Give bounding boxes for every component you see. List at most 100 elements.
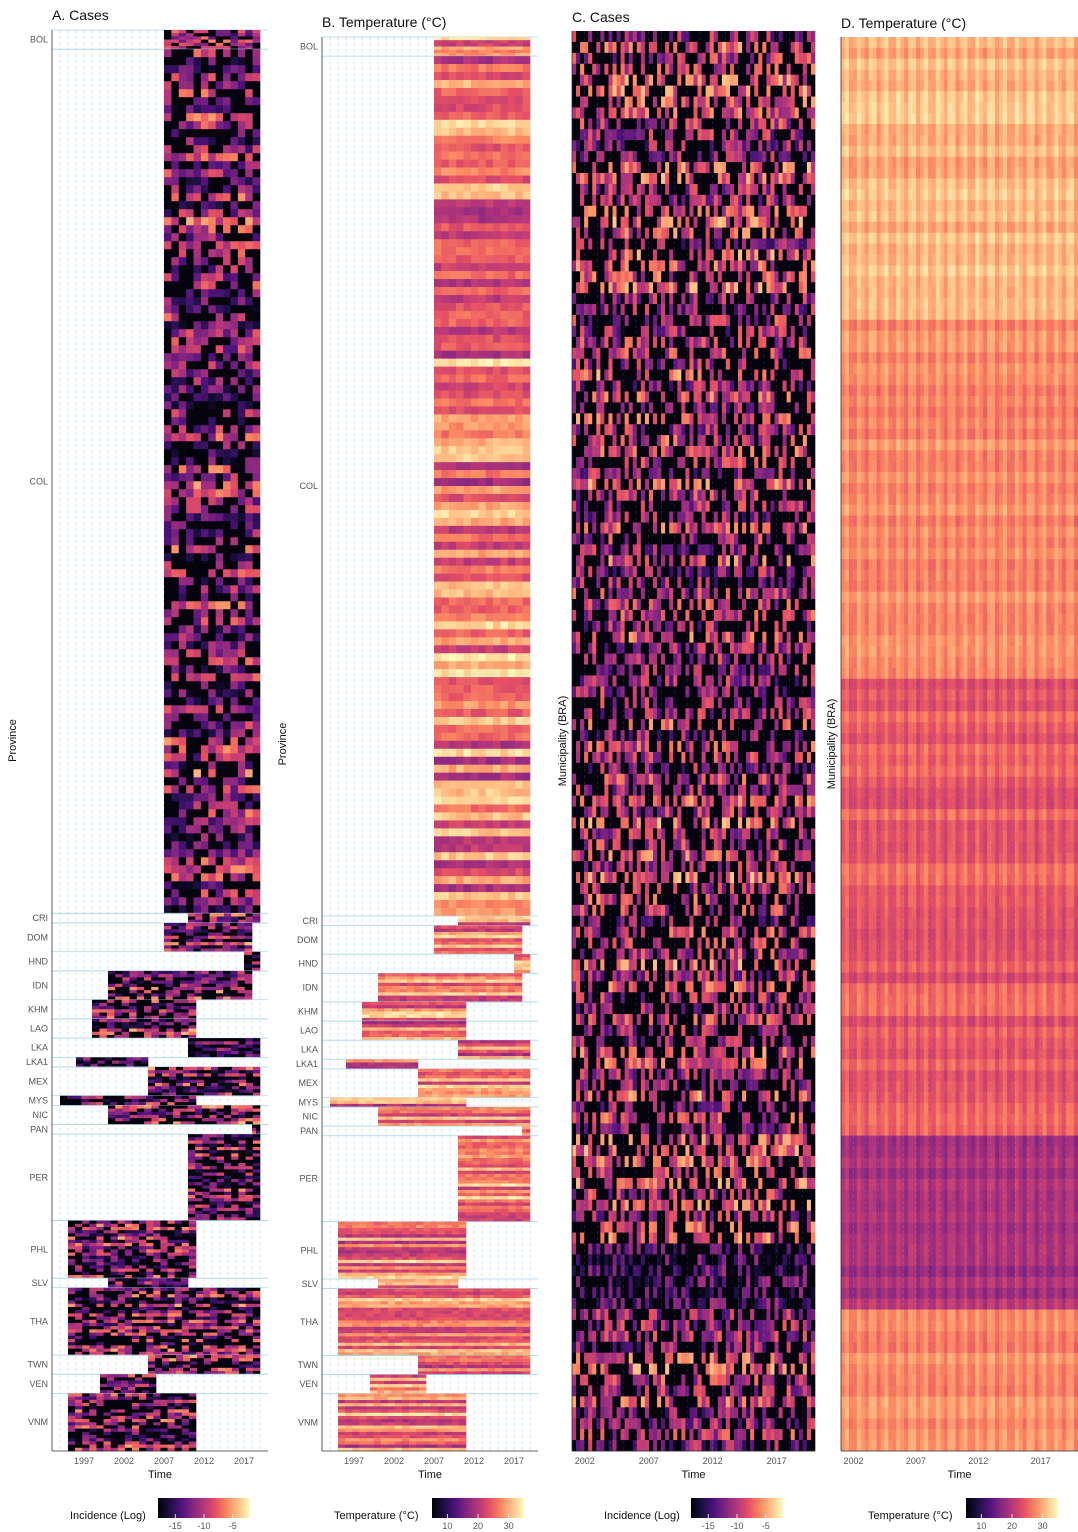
heat-cell xyxy=(164,942,172,946)
heat-cell xyxy=(186,945,194,949)
heat-cell xyxy=(215,942,223,946)
heat-cell xyxy=(237,933,245,937)
heat-cell xyxy=(179,857,187,865)
heat-cell xyxy=(164,209,172,217)
heat-cell xyxy=(216,897,224,905)
heat-cell xyxy=(194,297,202,305)
heat-cell xyxy=(230,881,238,889)
heat-cell xyxy=(230,361,238,369)
heat-cell xyxy=(208,729,216,737)
heat-cell xyxy=(208,417,216,425)
heat-cell xyxy=(201,697,209,705)
heat-cell xyxy=(164,881,172,889)
heat-cell xyxy=(230,933,238,937)
heat-cell xyxy=(194,473,202,481)
heat-cell xyxy=(194,841,202,849)
heat-cell xyxy=(171,537,179,545)
heat-cell xyxy=(238,361,246,369)
heat-cell xyxy=(208,305,216,313)
heat-cell xyxy=(253,881,261,889)
heat-cell xyxy=(186,793,194,801)
heat-cell xyxy=(201,713,209,721)
heat-cell xyxy=(238,889,246,897)
heat-cell xyxy=(171,377,179,385)
heat-cell xyxy=(230,201,238,209)
heat-cell xyxy=(253,185,261,193)
heat-cell xyxy=(223,145,231,153)
heat-cell xyxy=(179,89,187,97)
heat-cell xyxy=(186,513,194,521)
heat-cell xyxy=(201,43,209,47)
heat-cell xyxy=(171,33,179,37)
heat-cell xyxy=(186,36,194,40)
heat-cell xyxy=(245,233,253,241)
heat-cell xyxy=(245,753,253,761)
heat-cell xyxy=(216,657,224,665)
heat-cell xyxy=(230,217,238,225)
heat-cell xyxy=(223,889,231,897)
heat-cell xyxy=(186,689,194,697)
heat-cell xyxy=(216,729,224,737)
heat-cell xyxy=(253,713,261,721)
heat-cell xyxy=(201,241,209,249)
heat-cell xyxy=(217,917,225,921)
heat-cell xyxy=(179,425,187,433)
heat-cell xyxy=(164,105,172,113)
heat-cell xyxy=(201,817,209,825)
heat-cell xyxy=(201,161,209,169)
heat-cell xyxy=(164,593,172,601)
heat-cell xyxy=(194,601,202,609)
heat-cell xyxy=(208,40,216,44)
heat-cell xyxy=(253,281,261,289)
heat-cell xyxy=(186,241,194,249)
heat-cell xyxy=(244,952,252,956)
heat-cell xyxy=(171,761,179,769)
heat-cell xyxy=(230,841,238,849)
heat-cell xyxy=(208,281,216,289)
heat-cell xyxy=(253,113,261,121)
heat-cell xyxy=(208,225,216,233)
heat-cell xyxy=(179,745,187,753)
heat-cell xyxy=(186,777,194,785)
heat-cell xyxy=(230,673,238,681)
heat-cell xyxy=(245,417,253,425)
heat-cell xyxy=(244,955,252,959)
heat-cell xyxy=(171,185,179,193)
heat-cell xyxy=(179,945,187,949)
heat-cell xyxy=(253,209,261,217)
heat-cell xyxy=(230,233,238,241)
heat-cell xyxy=(194,529,202,537)
heat-cell xyxy=(194,585,202,593)
heat-cell xyxy=(216,49,224,57)
heat-cell xyxy=(223,673,231,681)
heat-cell xyxy=(186,801,194,809)
heat-cell xyxy=(179,113,187,121)
heat-cell xyxy=(216,545,224,553)
heat-cell xyxy=(186,926,194,930)
heat-cell xyxy=(208,473,216,481)
heat-cell xyxy=(171,497,179,505)
heat-cell xyxy=(223,329,231,337)
heat-cell xyxy=(201,30,209,34)
heat-cell xyxy=(194,185,202,193)
heat-cell xyxy=(245,65,253,73)
heat-cell xyxy=(253,585,261,593)
heat-cell xyxy=(201,665,209,673)
heat-cell xyxy=(194,249,202,257)
heat-cell xyxy=(238,65,246,73)
y-tick-label: HND xyxy=(29,956,49,966)
heat-cell xyxy=(231,913,239,917)
heat-cell xyxy=(179,369,187,377)
heat-cell xyxy=(201,933,209,937)
heat-cell xyxy=(194,145,202,153)
heat-cell xyxy=(238,721,246,729)
heat-cell xyxy=(223,273,231,281)
heat-cell xyxy=(238,537,246,545)
heat-cell xyxy=(245,449,253,457)
heat-cell xyxy=(208,561,216,569)
y-tick-label: DOM xyxy=(27,932,48,942)
heat-cell xyxy=(179,289,187,297)
heat-cell xyxy=(171,529,179,537)
heat-cell xyxy=(194,417,202,425)
heat-cell xyxy=(202,977,210,981)
